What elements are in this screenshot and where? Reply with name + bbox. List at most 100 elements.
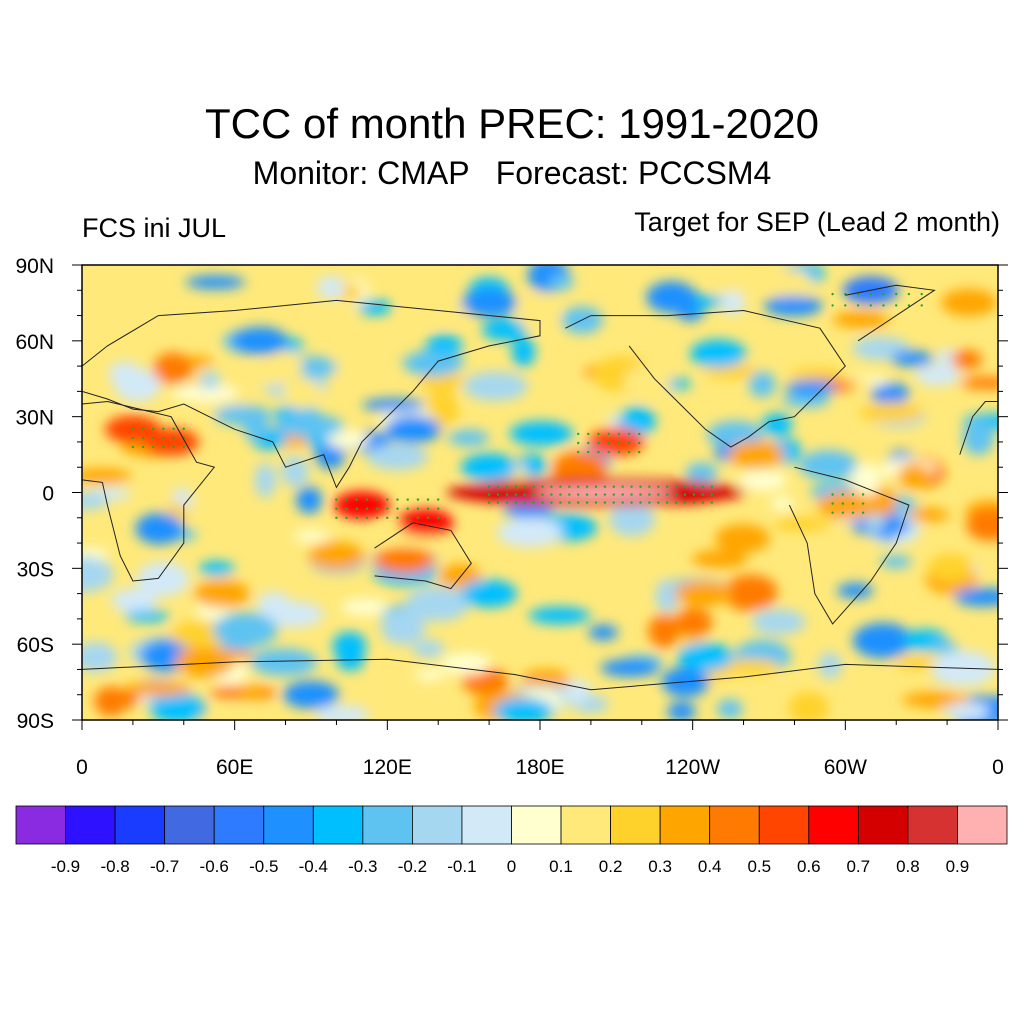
stipple-dot	[559, 501, 562, 504]
lat-label: 60S	[17, 634, 54, 657]
colorbar-box	[164, 805, 215, 845]
field-patch	[195, 494, 241, 512]
field-patch	[125, 680, 192, 697]
lon-label: 120E	[363, 756, 412, 779]
colorbar-box	[857, 805, 909, 845]
lat-label: 90N	[15, 255, 54, 278]
stipple-dot	[831, 502, 834, 505]
stipple-dot	[657, 485, 660, 488]
stipple-dot	[426, 507, 430, 510]
field-patch	[852, 622, 914, 659]
stipple-dot	[648, 493, 651, 496]
colorbar-label: -0.6	[200, 857, 229, 876]
stipple-dot	[541, 501, 544, 504]
field-patch	[770, 269, 814, 299]
stipple-dot	[568, 501, 571, 504]
field-patch	[149, 692, 207, 720]
stipple-dot	[603, 485, 607, 488]
stipple-dot	[638, 450, 641, 454]
stipple-dot	[657, 493, 660, 496]
stipple-dot	[416, 498, 420, 501]
stipple-dot	[437, 498, 440, 501]
field-patch	[528, 606, 591, 625]
stipple-dot	[335, 516, 338, 519]
field-patch	[171, 383, 238, 403]
stipple-dot	[831, 511, 834, 514]
field-patch	[509, 421, 573, 446]
stipple-dot	[162, 445, 165, 449]
stipple-dot	[630, 493, 633, 496]
field-patch	[108, 361, 141, 387]
stipple-dot	[559, 493, 562, 496]
field-patch	[82, 468, 132, 484]
stipple-dot	[841, 511, 844, 514]
field-patch	[136, 561, 189, 597]
stipple-dot	[710, 501, 713, 504]
feature-patch	[817, 491, 874, 520]
feature-patch	[283, 680, 339, 709]
stipple-dot	[674, 501, 678, 504]
stipple-dot	[710, 485, 713, 488]
field-patch	[293, 529, 330, 543]
stipple-dot	[523, 493, 526, 496]
field-patch	[713, 277, 750, 298]
stipple-dot	[335, 507, 338, 510]
field-patch	[748, 371, 776, 398]
stipple-dot	[577, 450, 580, 454]
lat-label: 90S	[17, 710, 54, 733]
stipple-dot	[831, 493, 834, 496]
field-patch	[412, 639, 445, 658]
field-patch	[341, 598, 389, 616]
stipple-dot	[869, 292, 872, 296]
stipple-dot	[692, 493, 696, 496]
field-patch	[770, 496, 795, 512]
feature-patch	[232, 326, 289, 355]
feature-patch	[193, 579, 250, 608]
stipple-dot	[607, 432, 610, 436]
colorbar-box	[907, 805, 958, 845]
stipple-dot	[162, 436, 165, 440]
stipple-dot	[585, 493, 589, 496]
field-patch	[674, 580, 734, 607]
stipple-dot	[396, 498, 399, 501]
feature-patch	[308, 541, 365, 570]
stipple-dot	[396, 507, 399, 510]
colorbar-box	[659, 805, 711, 845]
field-patch	[256, 591, 291, 620]
stipple-dot	[172, 436, 175, 440]
field-patch	[908, 507, 950, 522]
field-patch	[552, 451, 608, 487]
stipple-dot	[355, 507, 358, 510]
stipple-dot	[577, 485, 580, 488]
stipple-dot	[831, 304, 834, 307]
field-patch	[655, 579, 680, 613]
lat-label: 30N	[15, 407, 54, 430]
stipple-dot	[514, 485, 517, 488]
field-patch	[276, 414, 344, 438]
stipple-dot	[505, 501, 509, 504]
field-patch	[691, 550, 748, 569]
feature-patch	[677, 642, 734, 671]
stipple-dot	[657, 501, 660, 504]
stipple-dot	[856, 304, 860, 307]
stipple-dot	[532, 501, 535, 504]
field-patch	[646, 281, 697, 314]
stipple-dot	[376, 507, 379, 510]
stipple-dot	[131, 436, 135, 440]
field-patch	[619, 406, 656, 436]
lon-label: 0	[76, 756, 88, 779]
field-patch	[236, 684, 263, 700]
lon-label: 180E	[515, 756, 564, 779]
stipple-dot	[597, 441, 600, 445]
colorbar-label: 0.7	[846, 857, 870, 876]
colorbar-box	[511, 805, 562, 845]
stipple-dot	[638, 441, 641, 445]
feature-patch	[461, 453, 518, 482]
stipple-dot	[496, 501, 500, 504]
coastline	[374, 522, 472, 590]
stipple-dot	[182, 427, 185, 430]
stipple-dot	[841, 502, 844, 505]
stipple-dot	[182, 445, 185, 449]
stipple-dot	[621, 493, 624, 496]
